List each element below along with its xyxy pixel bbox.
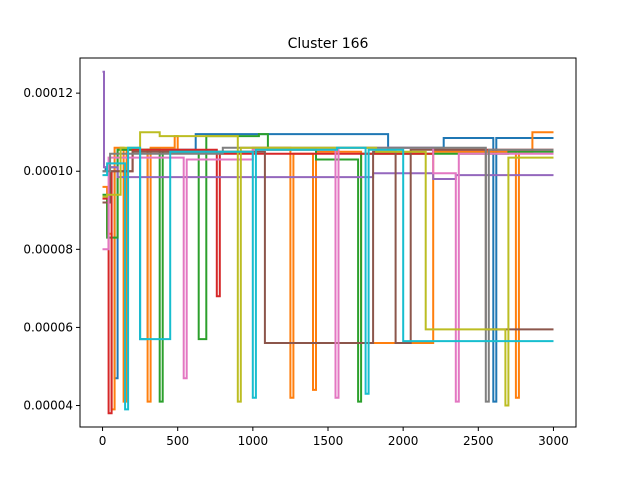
series-line-7 [102, 146, 554, 403]
plot-frame [79, 57, 577, 428]
x-axis: 0 500 1000 1500 2000 2500 3000 [99, 427, 569, 448]
chart-title: Cluster 166 [288, 36, 369, 52]
x-tick-label: 2000 [388, 434, 419, 448]
y-tick-label: 0.00012 [23, 86, 73, 100]
series-line-9 [102, 131, 554, 407]
x-tick-label: 3000 [538, 434, 569, 448]
x-tick-label: 1500 [313, 434, 344, 448]
y-tick-label: 0.00004 [23, 399, 73, 413]
x-tick-label: 500 [166, 434, 189, 448]
plot-area [102, 70, 554, 415]
y-tick-label: 0.00008 [23, 242, 73, 256]
series-line-10 [102, 146, 554, 411]
x-tick-label: 0 [99, 434, 107, 448]
y-axis: 0.00004 0.00006 0.00008 0.00010 0.00012 [23, 86, 80, 413]
x-tick-label: 2500 [463, 434, 494, 448]
series-line-4 [102, 148, 554, 415]
y-tick-label: 0.00006 [23, 320, 73, 334]
x-tick-label: 1000 [238, 434, 269, 448]
y-tick-label: 0.00010 [23, 164, 73, 178]
